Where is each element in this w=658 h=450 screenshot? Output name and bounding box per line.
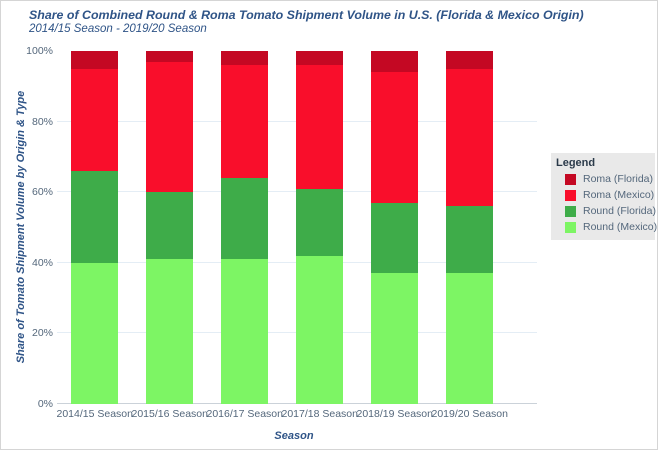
legend-item: Roma (Florida) — [556, 173, 655, 185]
y-axis-title: Share of Tomato Shipment Volume by Origi… — [15, 90, 27, 364]
bar-segment-round-florida — [446, 206, 493, 274]
legend-items: Roma (Florida) Roma (Mexico) Round (Florid… — [556, 173, 658, 233]
bar-segment-roma-mexico — [296, 65, 343, 189]
bar-segment-round-florida — [221, 178, 268, 260]
legend-swatch-roma-florida — [565, 173, 576, 185]
chart-subtitle: 2014/15 Season - 2019/20 Season — [29, 23, 207, 35]
bar-group-2018-19-season — [371, 51, 418, 404]
bar-segment-round-mexico — [446, 273, 493, 404]
legend-item-label: Roma (Mexico) — [583, 189, 655, 201]
bar-segment-round-mexico — [221, 259, 268, 404]
y-tick-label: 60% — [31, 186, 53, 199]
bar-segment-round-mexico — [371, 273, 418, 404]
legend: Legend Roma (Florida) Roma (Mexico) Round … — [551, 153, 658, 240]
x-tick-label: 2019/20 Season — [431, 408, 508, 420]
bar-segment-round-mexico — [146, 259, 193, 404]
legend-swatch-round-mexico — [565, 221, 576, 233]
y-tick-label: 40% — [31, 256, 53, 269]
bar-segment-roma-mexico — [71, 68, 118, 172]
legend-swatch-roma-mexico — [565, 189, 576, 201]
legend-item-label: Roma (Florida) — [583, 173, 654, 185]
bar-segment-roma-mexico — [446, 68, 493, 207]
bar-segment-roma-florida — [71, 51, 118, 69]
bar-group-2014-15-season — [71, 51, 118, 404]
bar-segment-round-florida — [146, 192, 193, 260]
legend-item-label: Round (Florida) — [583, 205, 656, 217]
bar-segment-roma-florida — [221, 51, 268, 66]
x-tick-label: 2015/16 Season — [131, 408, 208, 420]
x-tick-label: 2016/17 Season — [206, 408, 283, 420]
x-tick-label: 2018/19 Season — [356, 408, 433, 420]
bar-segment-round-florida — [296, 188, 343, 256]
legend-item: Round (Florida) — [556, 205, 656, 217]
legend-item: Roma (Mexico) — [556, 189, 655, 201]
bar-segment-roma-mexico — [221, 65, 268, 179]
y-tick-label: 20% — [31, 327, 53, 340]
chart-title: Share of Combined Round & Roma Tomato Sh… — [29, 8, 584, 22]
bar-group-2016-17-season — [221, 51, 268, 404]
bar-group-2015-16-season — [146, 51, 193, 404]
bar-segment-round-mexico — [71, 262, 118, 404]
x-axis-title: Season — [274, 430, 314, 442]
legend-item: Round (Mexico) — [556, 221, 658, 233]
bar-group-2017-18-season — [296, 51, 343, 404]
bar-segment-round-florida — [371, 202, 418, 274]
bar-segment-round-mexico — [296, 255, 343, 404]
y-tick-label: 100% — [26, 45, 53, 57]
bar-segment-roma-florida — [296, 51, 343, 66]
bar-segment-roma-florida — [371, 51, 418, 73]
legend-title: Legend — [556, 157, 596, 169]
legend-swatch-round-florida — [565, 205, 576, 217]
x-tick-label: 2017/18 Season — [281, 408, 358, 420]
bar-segment-roma-florida — [146, 51, 193, 62]
plot-area — [57, 51, 537, 404]
bar-segment-roma-mexico — [146, 61, 193, 193]
bar-segment-roma-mexico — [371, 72, 418, 203]
y-tick-label: 0% — [37, 398, 53, 410]
bar-segment-round-florida — [71, 171, 118, 263]
y-tick-label: 80% — [31, 115, 53, 128]
bar-segment-roma-florida — [446, 51, 493, 69]
legend-item-label: Round (Mexico) — [583, 221, 658, 233]
bar-group-2019-20-season — [446, 51, 493, 404]
x-tick-label: 2014/15 Season — [56, 408, 133, 420]
